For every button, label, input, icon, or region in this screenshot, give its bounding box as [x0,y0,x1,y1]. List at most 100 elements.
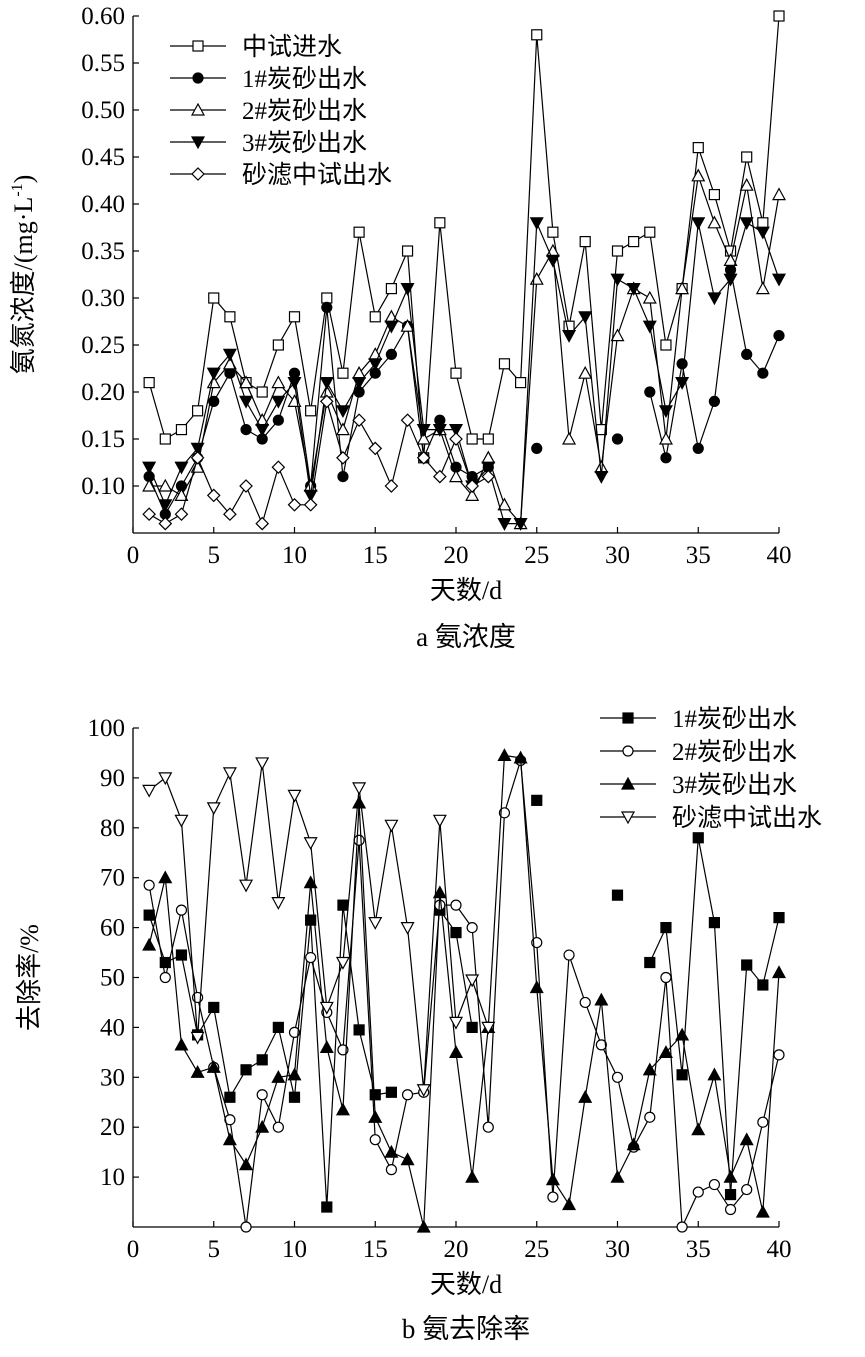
chart-b-data-point [563,949,575,961]
chart-b-series-1 [143,794,785,1213]
chart-a-data-point [224,311,236,323]
chart-b-data-point [692,1186,704,1198]
chart-b-x-tick-label: 30 [605,1236,630,1263]
chart-a-data-point [741,151,753,163]
chart-b-data-point [432,814,447,828]
chart-a-data-point [337,367,349,379]
chart-a-data-point [594,471,609,484]
chart-b-data-point [239,1157,254,1171]
chart-b-data-point [757,1116,769,1128]
chart-a-data-point [416,450,431,465]
chart-b-data-point [547,1191,559,1203]
chart-a-data-point [466,433,478,445]
chart-b-data-point [384,819,399,833]
chart-b-ammonia-removal-rate: 0 5 10 15 20 25 30 35 40 10 20 30 40 50 60 70 80 90 100 天数/… [15,705,822,1344]
chart-b-legend-marker [622,745,634,757]
chart-b-x-tick-label: 5 [208,1236,221,1263]
chart-a-data-point [642,320,657,334]
chart-b-data-point [739,1132,754,1146]
chart-b-data-point [416,1219,431,1233]
chart-b-data-point [741,1183,753,1196]
chart-b-data-point [142,784,157,798]
chart-a-data-point [482,433,494,445]
chart-b-data-point [369,1134,381,1146]
chart-b-data-point [691,1122,706,1136]
chart-a-data-point [531,29,543,41]
chart-a-data-point [352,413,366,428]
chart-b-data-point [529,980,544,994]
chart-b-data-point [353,1024,365,1036]
chart-a-y-tick-label: 0.50 [81,97,125,124]
chart-b-data-point [466,1021,478,1034]
chart-b-data-point [755,1204,770,1218]
chart-b-data-point [724,1203,737,1216]
chart-a-data-point [369,311,381,323]
chart-b-legend-marker [620,811,636,825]
chart-b-x-tick-label: 10 [282,1236,307,1263]
chart-a-y-tick-label: 0.45 [81,144,125,171]
chart-a-data-point [658,405,673,419]
chart-a-data-point [562,330,577,343]
chart-b-data-point [416,1084,431,1098]
chart-b-data-point [450,899,462,911]
chart-a-data-point [272,339,284,351]
chart-b-data-point [385,1164,397,1176]
chart-a-data-point [174,461,189,475]
chart-a-data-point [432,424,447,437]
chart-b-data-point [158,870,173,884]
chart-b-series-line [148,762,489,1090]
chart-b-data-point [692,832,704,844]
chart-a-data-point [448,424,464,437]
chart-b-data-point [256,1054,268,1066]
chart-a-data-point [303,497,318,512]
chart-b-data-point [240,1064,252,1076]
chart-a-data-point [562,431,577,445]
chart-b-data-point [369,1089,381,1101]
chart-b-data-point [676,1069,688,1081]
chart-a-data-point [675,377,690,390]
chart-a-legend-marker [190,102,206,116]
chart-b-x-axis-title: 天数/d [430,1270,502,1299]
chart-b-y-axis-title: 去除率/% [15,924,44,1031]
chart-a-data-point [757,217,769,229]
chart-a-data-point [272,414,284,426]
chart-a-data-point [644,226,656,238]
chart-b-data-point [448,1016,464,1030]
chart-b-data-point [239,879,254,893]
chart-a-data-point [481,469,496,484]
chart-b-data-point [319,1040,334,1053]
chart-b-data-point [368,1109,383,1123]
chart-b-data-point [545,1172,560,1186]
chart-b-data-point [222,767,237,781]
chart-b-data-point [611,1071,624,1083]
chart-a-data-point [434,217,446,229]
chart-b-data-point [206,1060,221,1073]
chart-b-y-tick-label: 40 [100,1014,125,1041]
chart-b-data-point [272,1121,284,1133]
chart-a-x-axis-title: 天数/d [430,576,502,605]
chart-a-series-5 [142,394,496,531]
chart-a-data-point [628,236,640,248]
chart-a-y-tick-label: 0.40 [81,191,125,218]
chart-a-data-point [337,471,349,483]
chart-a-data-point [547,226,559,238]
chart-b-data-point [401,1089,414,1101]
chart-a-data-point [771,273,787,287]
chart-b-data-point [335,1102,350,1116]
chart-a-data-point [384,479,399,493]
chart-a-x-tick-label: 5 [208,542,221,569]
chart-a-data-point [660,339,672,351]
chart-a-x-tick-label: 25 [524,542,549,569]
chart-b-series-line [649,837,780,1195]
chart-b-data-point [465,1169,480,1183]
chart-a-data-point [400,413,415,428]
chart-b-data-point [400,1152,415,1166]
chart-b-x-tick-label: 20 [444,1236,469,1263]
chart-a-data-point [143,377,155,389]
chart-a-data-point [497,497,512,511]
chart-a-y-tick-label: 0.25 [81,332,125,359]
chart-a-data-point [190,442,205,456]
chart-a-data-point [739,217,754,231]
chart-a-x-tick-label: 30 [605,542,630,569]
